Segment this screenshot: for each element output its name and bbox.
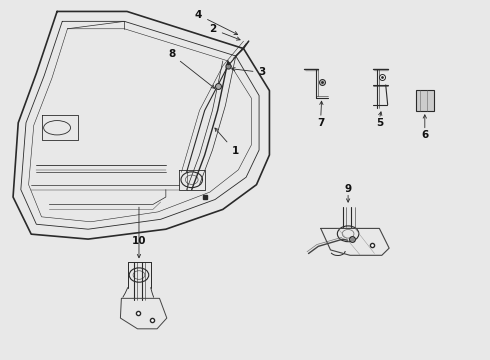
Text: 10: 10	[132, 236, 146, 246]
Text: 2: 2	[210, 24, 240, 40]
Text: 4: 4	[195, 10, 238, 35]
Text: 7: 7	[317, 118, 324, 128]
Text: 1: 1	[215, 128, 239, 156]
Text: 9: 9	[344, 184, 352, 194]
Text: 8: 8	[168, 49, 215, 88]
FancyBboxPatch shape	[416, 90, 434, 111]
Text: 5: 5	[376, 118, 383, 128]
Text: 3: 3	[232, 67, 266, 77]
Text: 6: 6	[421, 130, 428, 140]
